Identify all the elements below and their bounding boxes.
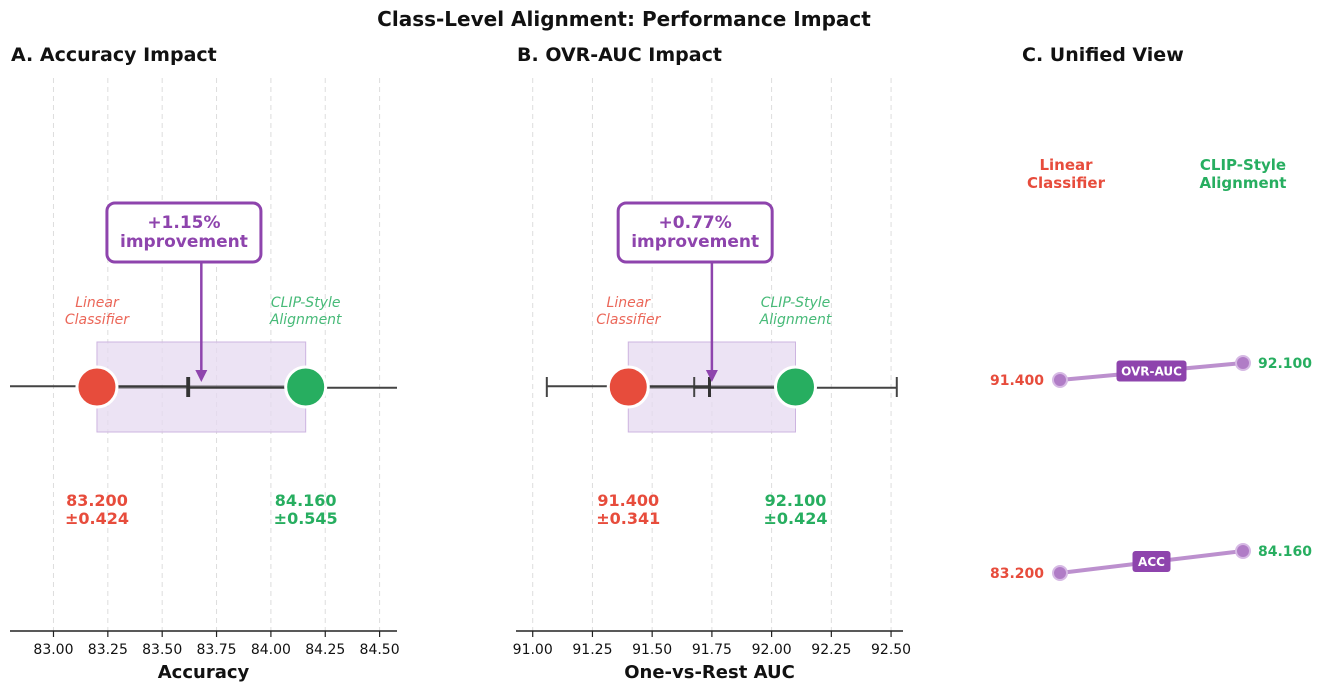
metric-right-point <box>1235 543 1251 559</box>
x-tick-label: 83.50 <box>142 642 182 658</box>
improvement-label: +1.15% <box>147 213 220 233</box>
x-axis-label: One-vs-Rest AUC <box>624 662 795 683</box>
improvement-label: improvement <box>631 232 759 252</box>
annotation-box <box>616 201 774 264</box>
x-tick-label: 84.25 <box>305 642 345 658</box>
improvement-label: +0.77% <box>659 213 732 233</box>
metric-left-point <box>1052 372 1068 388</box>
clip-std-label: ±0.424 <box>763 509 827 528</box>
clip-alignment-point <box>284 365 328 409</box>
figure-title: Class-Level Alignment: Performance Impac… <box>377 7 871 31</box>
clip-std-label: ±0.545 <box>274 509 338 528</box>
x-tick-label: 83.75 <box>196 642 236 658</box>
linear-value-label: 83.200 <box>66 491 128 510</box>
clip-method-label: CLIP-Style <box>271 295 341 311</box>
metric-left-value: 91.400 <box>990 373 1044 389</box>
x-tick-label: 91.50 <box>632 642 672 658</box>
metric-badge <box>1132 551 1171 572</box>
linear-std-label: ±0.424 <box>65 509 129 528</box>
x-tick-label: 92.25 <box>811 642 851 658</box>
clip-method-label: CLIP-Style <box>761 295 831 311</box>
annotation-arrowhead <box>195 370 208 382</box>
clip-value-label: 84.160 <box>275 491 337 510</box>
x-axis-label: Accuracy <box>158 662 250 683</box>
x-tick-label: 91.00 <box>513 642 553 658</box>
metric-right-point <box>1235 355 1251 371</box>
panel-title: B. OVR-AUC Impact <box>517 44 722 66</box>
metric-right-value: 84.160 <box>1258 544 1312 560</box>
x-tick-label: 84.50 <box>360 642 400 658</box>
clip-column-header: CLIP-Style <box>1200 156 1286 174</box>
linear-classifier-point <box>606 365 650 409</box>
x-tick-label: 92.00 <box>752 642 792 658</box>
clip-method-label: Alignment <box>269 312 342 328</box>
panel-title: C. Unified View <box>1022 44 1184 66</box>
clip-value-label: 92.100 <box>765 491 827 510</box>
linear-method-label: Linear <box>607 295 652 311</box>
linear-std-label: ±0.341 <box>596 509 660 528</box>
metric-right-value: 92.100 <box>1258 356 1312 372</box>
annotation-arrowhead <box>705 370 718 382</box>
improvement-label: improvement <box>120 232 248 252</box>
panel-ovr-auc: B. OVR-AUC ImpactLinearClassifier91.400±… <box>513 44 911 683</box>
x-tick-label: 91.75 <box>692 642 732 658</box>
linear-classifier-point <box>75 365 119 409</box>
x-tick-label: 83.00 <box>33 642 73 658</box>
linear-method-label: Linear <box>75 295 120 311</box>
x-tick-label: 83.25 <box>88 642 128 658</box>
clip-column-header: Alignment <box>1200 174 1287 192</box>
clip-alignment-point <box>774 365 817 409</box>
metric-left-value: 83.200 <box>990 566 1044 582</box>
panel-title: A. Accuracy Impact <box>11 44 217 66</box>
x-tick-label: 92.50 <box>871 642 911 658</box>
metric-badge <box>1116 360 1187 382</box>
clip-method-label: Alignment <box>759 312 832 328</box>
linear-value-label: 91.400 <box>597 491 659 510</box>
linear-method-label: Classifier <box>596 312 661 328</box>
metric-badge-label: ACC <box>1138 555 1165 569</box>
linear-column-header: Classifier <box>1027 174 1106 192</box>
metric-badge-label: OVR-AUC <box>1121 365 1182 379</box>
linear-column-header: Linear <box>1039 156 1093 174</box>
linear-method-label: Classifier <box>65 312 130 328</box>
annotation-box <box>105 201 263 264</box>
x-tick-label: 91.25 <box>572 642 612 658</box>
metric-left-point <box>1052 565 1068 581</box>
x-tick-label: 84.00 <box>251 642 291 658</box>
